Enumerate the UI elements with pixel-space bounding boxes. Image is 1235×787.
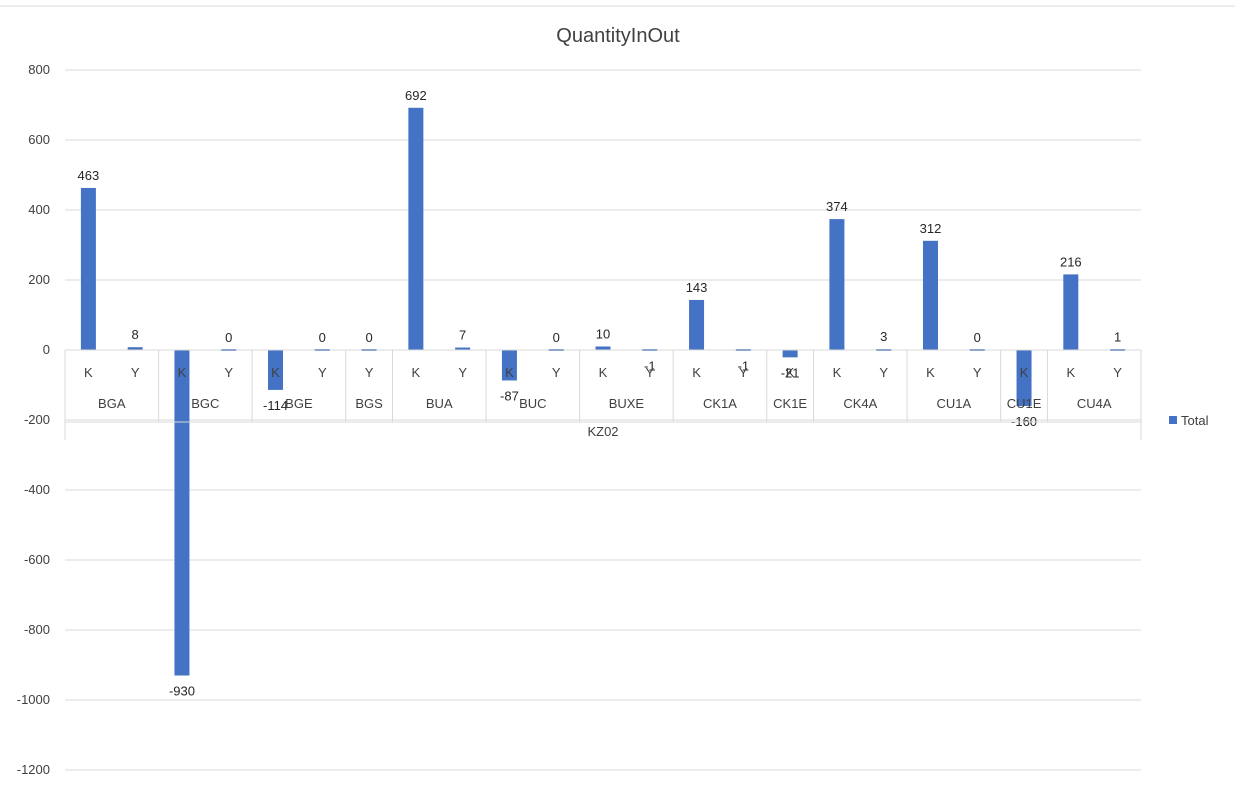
data-label: 374	[826, 199, 848, 214]
y-tick-label: 600	[28, 132, 50, 147]
bar	[455, 347, 471, 350]
category-tick-label: K	[926, 365, 935, 380]
legend-swatch	[1169, 416, 1177, 424]
chart-title: QuantityInOut	[556, 25, 680, 47]
category-axis: K Y BGA K Y BGC K Y BGE Y BGS K Y BUA K Y BUC K Y BUXE K Y CK1…	[64, 349, 1142, 440]
bar	[501, 350, 517, 381]
category-tick-label: Y	[458, 365, 467, 380]
category-tick-label: K	[1066, 365, 1075, 380]
data-label: -930	[169, 684, 195, 699]
data-label: -1	[738, 358, 750, 373]
category-tick-label: Y	[1113, 365, 1122, 380]
data-label: -1	[644, 358, 656, 373]
data-label: 312	[920, 221, 942, 236]
data-label: 0	[319, 330, 326, 345]
group-tick-label: BGE	[285, 396, 313, 411]
category-tick-label: Y	[645, 365, 654, 380]
category-tick-label: K	[833, 365, 842, 380]
bar	[1063, 274, 1079, 350]
data-label: 0	[365, 330, 372, 345]
bar	[80, 187, 96, 350]
bar	[829, 219, 845, 350]
group-tick-label: CK4A	[843, 396, 877, 411]
data-label: 7	[459, 328, 466, 343]
bar	[127, 347, 143, 350]
bar	[922, 240, 938, 350]
category-tick-label: K	[505, 365, 514, 380]
bar	[595, 346, 611, 350]
y-tick-label: 200	[28, 272, 50, 287]
y-tick-label: -800	[24, 622, 50, 637]
group-tick-label: CU1E	[1007, 396, 1042, 411]
group-tick-label: BUA	[426, 396, 453, 411]
y-tick-label: -1000	[17, 692, 50, 707]
data-label: 143	[686, 280, 708, 295]
group-tick-label: CU1A	[937, 396, 972, 411]
bar	[782, 350, 798, 358]
data-label: 463	[78, 168, 100, 183]
category-tick-label: K	[786, 365, 795, 380]
category-tick-label: K	[178, 365, 187, 380]
data-label: 692	[405, 88, 427, 103]
data-label: 3	[880, 329, 887, 344]
category-tick-label: Y	[879, 365, 888, 380]
bar	[174, 350, 190, 676]
category-tick-label: K	[692, 365, 701, 380]
bars	[80, 107, 1126, 676]
data-label: 8	[132, 327, 139, 342]
gridlines	[65, 69, 1141, 771]
y-tick-label: 0	[43, 342, 50, 357]
group-tick-label: BGA	[98, 396, 126, 411]
category-tick-label: K	[1020, 365, 1029, 380]
category-tick-label: Y	[224, 365, 233, 380]
y-tick-label: 800	[28, 62, 50, 77]
group-tick-label: CK1E	[773, 396, 807, 411]
data-label: 0	[225, 330, 232, 345]
y-tick-label: 400	[28, 202, 50, 217]
y-tick-label: -400	[24, 482, 50, 497]
category-tick-label: Y	[552, 365, 561, 380]
group-tick-label: CK1A	[703, 396, 737, 411]
bar	[689, 299, 705, 350]
category-tick-label: Y	[365, 365, 374, 380]
bar	[1016, 350, 1032, 406]
category-tick-label: Y	[739, 365, 748, 380]
group-tick-label: BUC	[519, 396, 546, 411]
y-tick-label: -600	[24, 552, 50, 567]
data-label: -87	[500, 388, 519, 403]
data-label: -21	[781, 365, 800, 380]
data-label: 1	[1114, 330, 1121, 345]
top-group-label: KZ02	[587, 424, 618, 439]
group-tick-label: BGC	[191, 396, 219, 411]
category-tick-label: K	[271, 365, 280, 380]
y-axis-ticks: 800 600 400 200 0 -200 -400 -600 -800 -1000 -1200	[17, 62, 50, 777]
bar	[268, 350, 284, 390]
group-tick-label: BGS	[355, 396, 383, 411]
category-tick-label: Y	[318, 365, 327, 380]
data-label: 0	[553, 330, 560, 345]
data-label: 216	[1060, 254, 1082, 269]
category-tick-label: Y	[131, 365, 140, 380]
category-tick-label: K	[84, 365, 93, 380]
category-tick-label: Y	[973, 365, 982, 380]
legend: Total	[1169, 413, 1209, 428]
y-tick-label: -200	[24, 412, 50, 427]
legend-label: Total	[1181, 413, 1209, 428]
bar	[408, 107, 424, 350]
data-label: 0	[974, 330, 981, 345]
group-tick-label: CU4A	[1077, 396, 1112, 411]
category-tick-label: K	[412, 365, 421, 380]
y-tick-label: -1200	[17, 762, 50, 777]
data-label: 10	[596, 327, 610, 342]
group-tick-label: BUXE	[609, 396, 645, 411]
category-tick-label: K	[599, 365, 608, 380]
data-label: -114	[263, 398, 288, 413]
